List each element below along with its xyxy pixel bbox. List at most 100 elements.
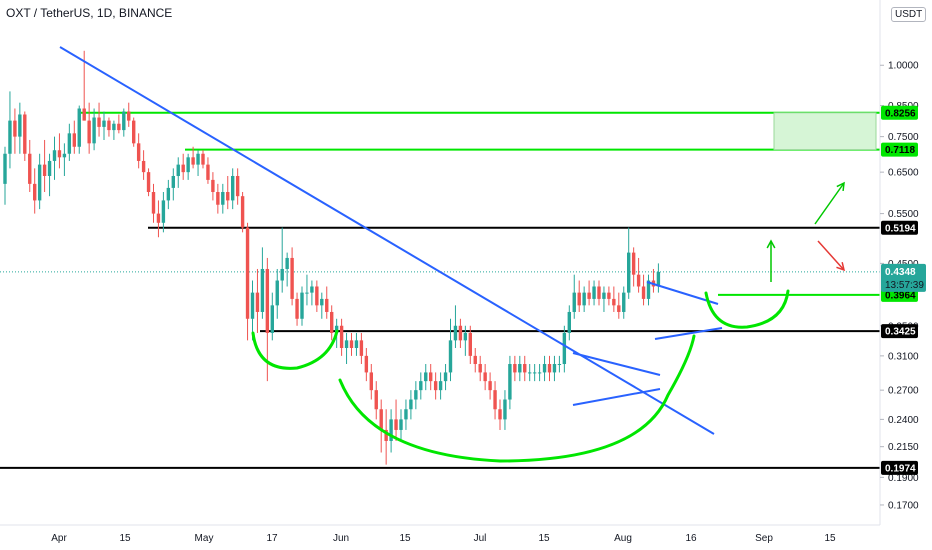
candle-68: [339, 318, 344, 356]
candle-body-58: [290, 257, 294, 299]
candle-body-97: [483, 372, 487, 382]
x-tick-label-2: May: [195, 533, 214, 544]
candle-17: [87, 102, 91, 154]
candle-123: [612, 286, 616, 312]
candle-10: [52, 136, 57, 180]
candle-body-52: [260, 268, 265, 312]
candle-25: [127, 102, 131, 127]
candle-69: [344, 332, 349, 365]
candle-28: [141, 150, 146, 180]
right-shoulder-curve: [704, 289, 790, 329]
candle-body-107: [532, 372, 537, 374]
candle-body-93: [463, 332, 468, 341]
time-axis[interactable]: Apr 15 May 17 Jun 15 Jul 15 Aug 16 Sep 15: [0, 524, 880, 544]
candle-body-100: [498, 409, 502, 420]
candle-60: [300, 286, 304, 326]
candle-body-132: [656, 271, 661, 287]
candle-body-88: [438, 381, 443, 391]
x-tick-label-5: 15: [399, 533, 411, 544]
candle-79: [394, 399, 398, 441]
candle-body-119: [592, 286, 596, 299]
x-tick-label-9: 16: [685, 533, 697, 544]
price-axis[interactable]: 1.00000.85000.75000.65000.55000.45000.35…: [879, 0, 919, 525]
candle-29: [146, 168, 151, 197]
candle-96: [478, 355, 482, 382]
candle-body-120: [597, 286, 601, 299]
candle-body-115: [572, 292, 576, 312]
candle-body-96: [478, 364, 482, 373]
candle-body-81: [404, 409, 408, 420]
x-tick-label-10: Sep: [755, 533, 773, 544]
candle-body-94: [468, 332, 472, 356]
x-tick-label-11: 15: [824, 533, 836, 544]
up-arrow-head: [766, 239, 776, 249]
candle-body-0: [3, 153, 7, 184]
candle-20: [102, 111, 106, 140]
price-pill-0-1974: 0.1974: [881, 460, 918, 475]
candle-81: [404, 399, 408, 430]
candle-61: [305, 274, 309, 306]
candle-body-66: [330, 311, 334, 333]
y-tick-label-12: 0.1700: [888, 500, 919, 511]
left-shoulder-curve: [251, 329, 339, 370]
candle-119: [592, 280, 596, 306]
candle-body-42: [211, 179, 215, 193]
candle-body-61: [305, 292, 309, 294]
candle-31: [156, 200, 161, 238]
candle-body-60: [300, 292, 304, 319]
currency-badge[interactable]: USDT: [891, 7, 927, 22]
price-pill-bg: [881, 220, 918, 235]
candle-115: [572, 274, 576, 319]
candle-body-3: [18, 114, 22, 137]
candle-90: [448, 318, 453, 382]
candle-body-57: [285, 257, 289, 269]
candle-111: [552, 355, 557, 382]
candle-body-123: [612, 298, 616, 306]
candle-50: [250, 280, 255, 341]
candle-body-56: [280, 268, 284, 281]
bullish-arrow-shaft: [814, 182, 845, 225]
candle-131: [651, 268, 656, 293]
last-price-pill: 0.4348 13:57:39: [881, 263, 926, 292]
candle-body-92: [458, 325, 463, 341]
horizontal-levels: [0, 111, 880, 469]
candle-95: [473, 347, 477, 373]
candle-body-24: [122, 111, 126, 131]
y-tick-label-4: 0.5500: [888, 209, 919, 220]
candle-103: [513, 355, 517, 382]
candle-body-75: [374, 390, 378, 410]
flag-lower-line: [654, 327, 723, 340]
candle-body-53: [265, 268, 270, 333]
candle-63: [315, 280, 319, 312]
candle-122: [607, 286, 611, 306]
candle-125: [622, 286, 626, 319]
candle-78: [389, 409, 393, 453]
candle-66: [330, 305, 334, 341]
candle-body-98: [488, 381, 492, 391]
candle-body-74: [369, 372, 373, 391]
candle-75: [374, 381, 378, 420]
candle-body-71: [354, 340, 359, 348]
bearish-arrow-head: [836, 262, 846, 272]
candle-132: [656, 263, 661, 293]
candle-body-44: [221, 192, 225, 205]
candle-body-65: [325, 298, 329, 312]
candle-body-4: [23, 114, 27, 154]
y-tick-label-9: 0.2400: [888, 415, 919, 426]
candle-body-23: [117, 123, 121, 131]
candle-12: [62, 143, 67, 176]
candle-4: [23, 111, 27, 161]
candle-84: [419, 372, 423, 400]
candle-body-102: [508, 364, 512, 400]
candle-0: [3, 146, 7, 205]
bullish-arrow: [814, 181, 845, 225]
candle-body-30: [151, 192, 156, 214]
price-pill-0-3425: 0.3425: [881, 324, 918, 339]
x-tick-label-8: Aug: [614, 533, 632, 544]
candle-body-59: [295, 298, 299, 319]
candle-101: [503, 390, 507, 430]
candle-13: [67, 123, 72, 161]
candle-body-67: [334, 325, 339, 333]
candle-118: [587, 280, 591, 306]
